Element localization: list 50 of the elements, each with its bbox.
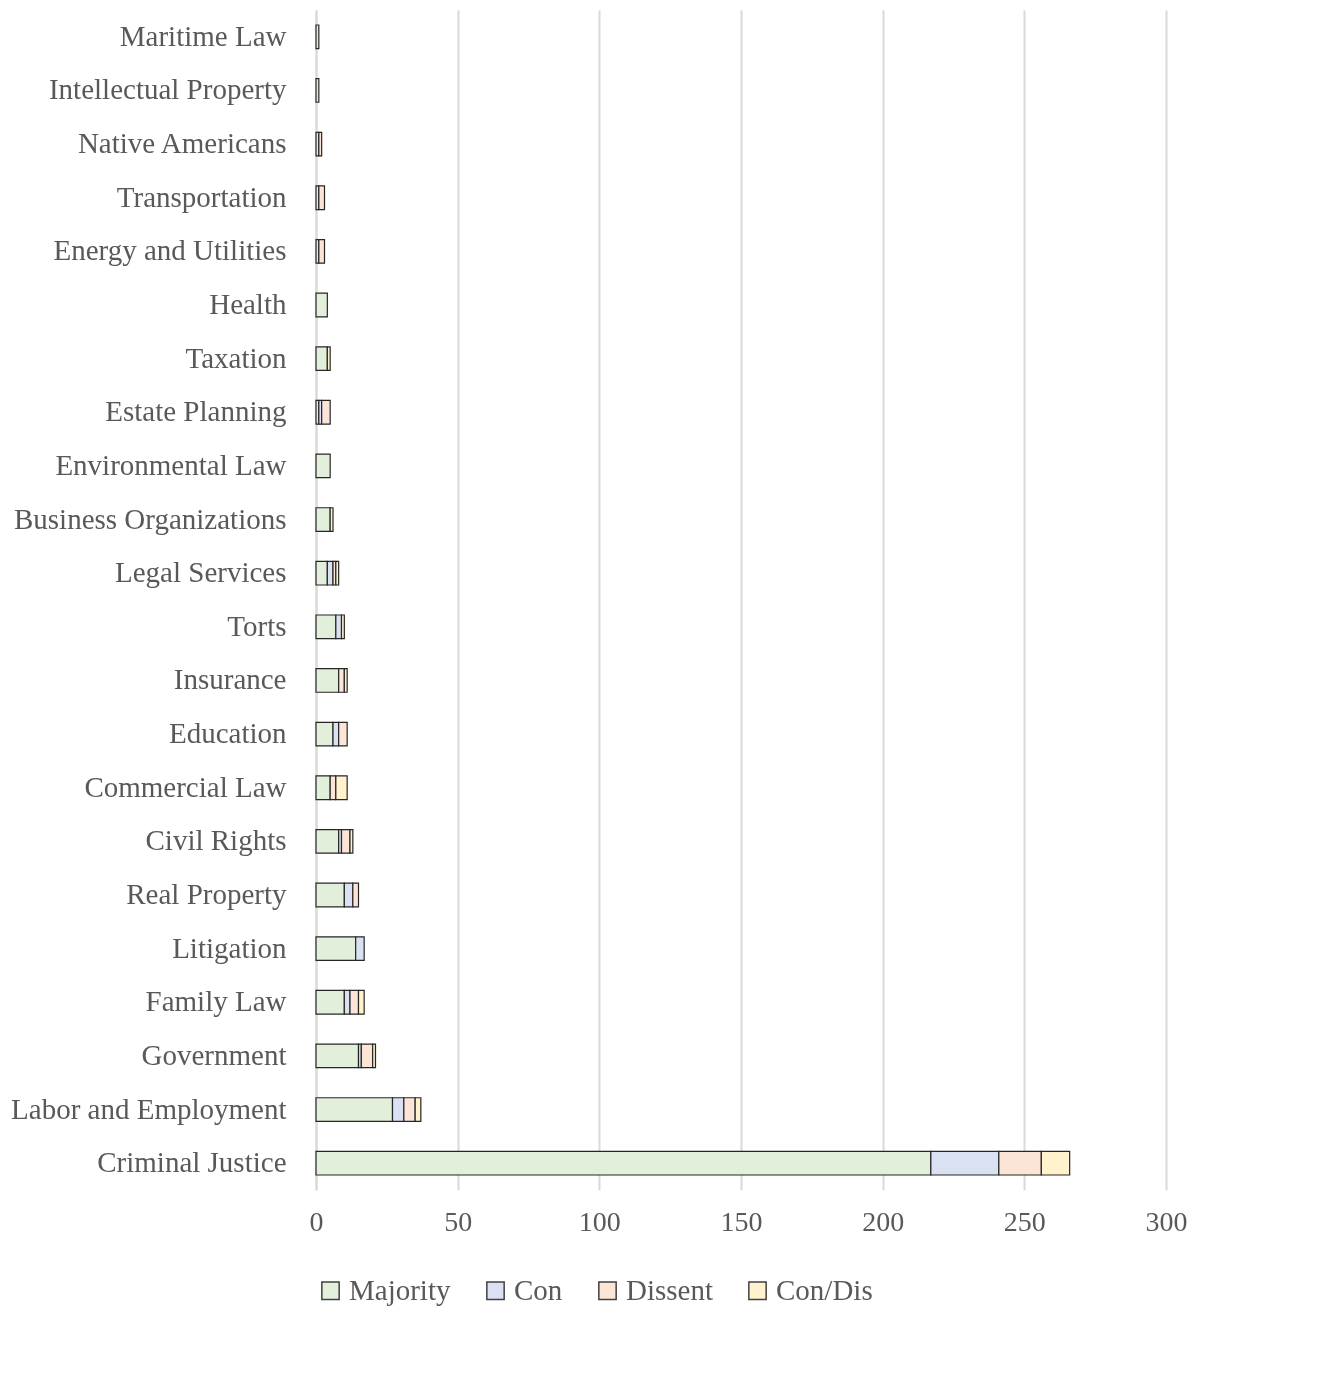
bar bbox=[315, 775, 331, 801]
y-tick-label: Taxation bbox=[185, 341, 287, 374]
x-tick-label: 250 bbox=[1003, 1205, 1046, 1237]
x-tick-label: 300 bbox=[1145, 1205, 1188, 1237]
bar bbox=[315, 292, 328, 318]
y-tick-label: Health bbox=[209, 288, 287, 320]
y-tick-label: Litigation bbox=[172, 931, 287, 964]
y-tick-label: Education bbox=[168, 717, 287, 750]
y-tick-label: Maritime Law bbox=[119, 19, 287, 52]
bar bbox=[315, 346, 328, 372]
y-tick-label: Family Law bbox=[145, 985, 287, 1018]
bar bbox=[318, 185, 326, 211]
x-tick-label: 100 bbox=[578, 1205, 621, 1237]
y-tick-label: Energy and Utilities bbox=[53, 234, 287, 267]
x-tick-label: 50 bbox=[444, 1205, 473, 1237]
bar bbox=[318, 238, 326, 264]
x-tick-label: 150 bbox=[720, 1205, 763, 1237]
y-tick-label: Criminal Justice bbox=[97, 1146, 287, 1179]
bar bbox=[315, 721, 334, 747]
y-tick-label: Environmental Law bbox=[55, 448, 287, 481]
y-tick-label: Intellectual Property bbox=[48, 73, 287, 106]
y-tick-label: Estate Planning bbox=[105, 395, 287, 428]
y-tick-label: Commercial Law bbox=[84, 770, 287, 803]
y-tick-label: Torts bbox=[227, 609, 287, 642]
y-tick-label: Civil Rights bbox=[145, 824, 287, 857]
y-tick-label: Business Organizations bbox=[13, 502, 287, 535]
bar bbox=[321, 399, 331, 425]
bar bbox=[315, 828, 340, 854]
legend-label: Con bbox=[514, 1273, 563, 1306]
bar bbox=[315, 78, 320, 103]
y-tick-label: Government bbox=[141, 1038, 287, 1071]
legend-label: Dissent bbox=[626, 1273, 713, 1306]
y-tick-label: Insurance bbox=[173, 663, 287, 696]
bar bbox=[315, 24, 320, 50]
bar bbox=[315, 453, 331, 479]
y-tick-label: Labor and Employment bbox=[11, 1092, 287, 1125]
x-tick-label: 200 bbox=[862, 1205, 905, 1237]
bar bbox=[315, 507, 331, 532]
y-tick-label: Native Americans bbox=[77, 127, 287, 160]
bar bbox=[315, 989, 345, 1015]
bar bbox=[315, 560, 328, 586]
legend-label: Majority bbox=[349, 1273, 451, 1306]
bar bbox=[315, 668, 340, 693]
y-tick-label: Legal Services bbox=[114, 556, 287, 589]
y-tick-label: Real Property bbox=[126, 878, 287, 910]
legend-label: Con/Dis bbox=[776, 1273, 873, 1306]
bar bbox=[315, 614, 337, 640]
y-tick-label: Transportation bbox=[116, 180, 287, 213]
x-tick-label: 0 bbox=[309, 1205, 324, 1237]
bar bbox=[315, 1043, 360, 1069]
